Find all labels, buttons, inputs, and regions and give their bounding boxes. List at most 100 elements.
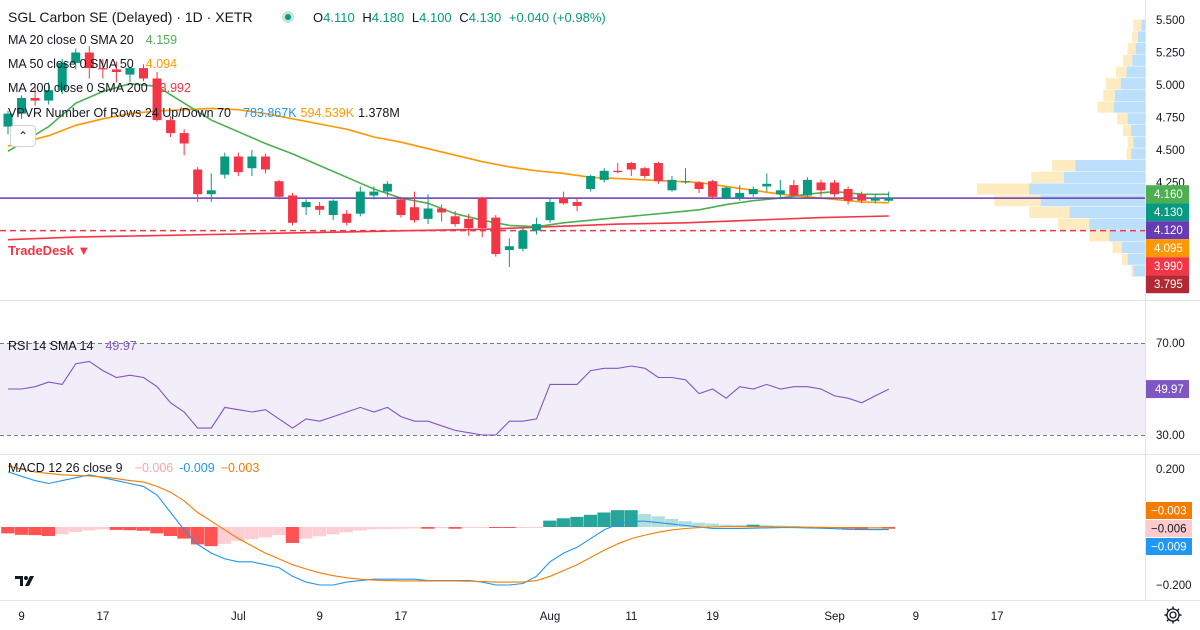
- ma50-legend[interactable]: MA 50 close 0 SMA 50 4.094: [8, 57, 177, 71]
- ma50-value: 4.094: [146, 57, 177, 71]
- ohlc-close: 4.130: [469, 10, 502, 25]
- candle-body: [111, 69, 121, 72]
- ma200-legend[interactable]: MA 200 close 0 SMA 200 3.992: [8, 81, 191, 95]
- macd-hist-bar: [705, 523, 719, 527]
- candle-body: [802, 179, 812, 196]
- tradingview-logo-icon[interactable]: [10, 568, 40, 594]
- candle-body: [139, 68, 148, 79]
- candle-body: [84, 52, 94, 69]
- vpvr-down-bar: [1131, 265, 1134, 277]
- candle-body: [30, 98, 40, 101]
- macd-scale[interactable]: 0.200 −0.200: [1156, 464, 1192, 592]
- macd-hist-bar: [272, 527, 286, 536]
- candle-body: [464, 218, 474, 228]
- macd-hist-bar: [489, 527, 503, 528]
- candle-body: [721, 187, 731, 199]
- macd-hist-bar: [407, 527, 421, 529]
- symbol-title[interactable]: SGL Carbon SE (Delayed) · 1D · XETR: [8, 9, 253, 25]
- macd-hist-bar: [583, 514, 598, 527]
- macd-hist-bar: [109, 527, 123, 530]
- macd-legend[interactable]: MACD 12 26 close 9 −0.006 -0.009 −0.003: [8, 461, 259, 475]
- rsi-badge-label: 49.97: [1155, 384, 1184, 396]
- macd-hist-bar: [28, 527, 42, 536]
- ma20-value: 4.159: [146, 33, 177, 47]
- rsi-legend[interactable]: RSI 14 SMA 14 49.97: [8, 339, 137, 353]
- market-status-dot: [285, 14, 291, 20]
- vpvr-up-bar: [1040, 195, 1145, 207]
- macd-hist-bar: [475, 527, 489, 528]
- candle-body: [260, 156, 270, 170]
- time-tick-label: Sep: [824, 611, 844, 623]
- price-pane[interactable]: [0, 0, 1145, 300]
- macd-hist-bar: [136, 527, 150, 531]
- ma20-label: MA 20 close 0 SMA 20: [8, 33, 134, 47]
- candle-body: [653, 163, 663, 182]
- vpvr-up-bar: [1131, 124, 1145, 137]
- candle-body: [762, 183, 772, 187]
- macd-hist-bar: [760, 525, 774, 527]
- signal-line: [7, 465, 889, 583]
- caret-down-icon: ▼: [77, 243, 91, 258]
- candle-body: [640, 168, 650, 176]
- macd-pane[interactable]: [1, 465, 896, 586]
- rsi-pane[interactable]: [0, 343, 1145, 436]
- candle-body: [613, 170, 623, 173]
- vpvr-down-bar: [1103, 89, 1115, 101]
- time-tick-label: 11: [625, 611, 637, 623]
- macd-histogram: [1, 510, 896, 547]
- macd-hist-bar: [394, 527, 408, 529]
- candle-body: [450, 216, 460, 225]
- price-badge: [1146, 185, 1189, 204]
- candle-body: [518, 230, 528, 249]
- vpvr-down-bar: [1127, 136, 1134, 148]
- time-tick-label: 9: [316, 611, 322, 623]
- vpvr-down-bar: [1133, 19, 1142, 31]
- time-tick-label: 17: [991, 611, 1004, 623]
- ohlc-low: 4.100: [419, 10, 452, 25]
- candle-body: [342, 213, 352, 223]
- vpvr-up-bar: [1109, 230, 1145, 242]
- vpvr-down-bar: [1126, 148, 1132, 160]
- price-badge: [1146, 257, 1189, 276]
- horizontal-lines[interactable]: [0, 197, 1145, 232]
- rsi-value: 49.97: [105, 339, 136, 353]
- candle-body: [667, 179, 677, 191]
- time-axis[interactable]: 9 17 Jul 9 17 Aug 11 19 Sep 9 17: [18, 611, 1003, 623]
- tradedesk-button[interactable]: TradeDesk ▼: [8, 243, 90, 258]
- chevron-up-icon: ⌃: [17, 129, 29, 143]
- candle-body: [288, 195, 298, 223]
- vpvr-down-bar: [1052, 160, 1076, 172]
- vpvr-legend[interactable]: VPVR Number Of Rows 24 Up/Down 70 783.867…: [8, 106, 400, 120]
- candle-body: [748, 189, 758, 195]
- ma50-line: [7, 107, 889, 204]
- macd-hist-bar: [692, 522, 706, 527]
- vpvr-up-bar: [1114, 89, 1145, 101]
- macd-hist-bar: [55, 527, 69, 535]
- ma20-legend[interactable]: MA 20 close 0 SMA 20 4.159: [8, 33, 177, 47]
- collapse-legend-button[interactable]: ⌃: [10, 125, 36, 147]
- price-badge: [1146, 221, 1189, 240]
- candle-body: [125, 68, 135, 75]
- candle-body: [396, 199, 406, 215]
- candle-body: [98, 68, 108, 70]
- macd-tick-label: 0.200: [1156, 464, 1185, 476]
- gear-icon[interactable]: [1163, 605, 1183, 625]
- macd-hist-bar: [651, 516, 665, 527]
- macd-badge-label: −0.003: [1151, 506, 1187, 518]
- candle-body: [775, 190, 785, 195]
- candle-body: [586, 176, 596, 189]
- rsi-scale[interactable]: 70.00 30.00 49.97: [1146, 338, 1189, 442]
- candle-body: [166, 120, 176, 134]
- vpvr-up-bar: [1133, 136, 1145, 148]
- ohlc-readout: O4.110 H4.180 L4.100 C4.130 +0.040 (+0.9…: [313, 10, 606, 25]
- vpvr-down-bar: [1117, 113, 1128, 125]
- vpvr-down-bar: [1122, 54, 1133, 66]
- macd-hist-bar: [719, 524, 733, 527]
- candle-body: [206, 190, 216, 195]
- candle-body: [830, 182, 840, 195]
- candle-body: [57, 62, 67, 91]
- macd-hist-bar: [339, 527, 354, 533]
- vpvr-down-bar: [1031, 171, 1064, 183]
- vpvr-up-bar: [1135, 43, 1145, 55]
- macd-hist-bar: [448, 527, 462, 529]
